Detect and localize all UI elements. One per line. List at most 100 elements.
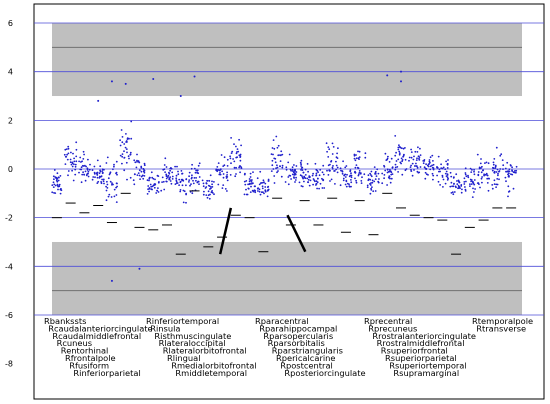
data-point [52, 181, 55, 184]
data-point [99, 165, 102, 168]
data-point [71, 169, 73, 172]
data-point [89, 163, 91, 166]
data-point [106, 180, 108, 183]
data-point [446, 176, 449, 179]
data-point [113, 163, 115, 166]
data-point [374, 170, 377, 173]
data-point [508, 190, 511, 193]
data-point [416, 165, 418, 168]
data-point [400, 147, 403, 150]
data-point [415, 162, 417, 165]
data-point [276, 171, 278, 174]
data-point [427, 165, 430, 168]
data-point [354, 171, 357, 174]
data-point [327, 146, 330, 149]
data-point [495, 183, 498, 186]
data-point [314, 162, 317, 165]
data-point [515, 165, 518, 168]
data-point [404, 147, 406, 149]
data-point [399, 146, 401, 149]
data-point [70, 151, 72, 154]
data-point [495, 186, 497, 189]
data-point [386, 184, 388, 186]
data-point [81, 173, 84, 176]
data-point [401, 173, 404, 176]
data-point [321, 187, 324, 189]
data-point [274, 161, 277, 164]
data-point [154, 178, 156, 181]
data-point [185, 178, 188, 180]
outlier-point [179, 95, 182, 98]
data-point [58, 176, 60, 179]
data-point [271, 147, 274, 149]
data-point [322, 173, 325, 176]
data-point [175, 174, 178, 177]
data-point [98, 172, 101, 175]
data-point [502, 168, 504, 171]
data-point [422, 160, 425, 162]
data-point [371, 181, 374, 184]
data-point [342, 179, 345, 182]
data-point [460, 185, 463, 187]
data-point [181, 178, 184, 181]
data-point [476, 182, 479, 185]
data-point [168, 177, 171, 180]
data-point [294, 173, 297, 176]
data-point [262, 179, 265, 182]
data-point [404, 169, 407, 172]
data-point [229, 174, 232, 176]
data-point [101, 170, 104, 172]
data-point [181, 184, 184, 187]
data-point [389, 181, 392, 184]
data-point [415, 159, 418, 162]
data-point [318, 174, 321, 177]
data-point [353, 154, 356, 157]
data-point [447, 177, 449, 180]
region-label: Rfrontalpole [65, 353, 116, 363]
data-point [306, 177, 309, 180]
data-point [473, 170, 475, 173]
data-point [139, 178, 142, 181]
data-point [99, 170, 102, 173]
data-point [419, 154, 422, 157]
data-point [507, 175, 510, 178]
data-point [138, 174, 141, 177]
data-point [464, 167, 467, 170]
data-point [69, 161, 72, 164]
data-point [477, 171, 480, 173]
y-tick-label: 4 [8, 68, 13, 77]
data-point [96, 174, 99, 176]
data-point [243, 180, 246, 183]
data-point [289, 168, 292, 171]
region-label: Rparacentral [255, 316, 309, 326]
data-point [441, 167, 444, 170]
data-point [463, 183, 466, 185]
data-point [165, 174, 168, 176]
data-point [115, 201, 118, 204]
data-point [87, 175, 90, 178]
data-point [514, 170, 516, 172]
data-point [233, 143, 235, 146]
data-point [185, 201, 187, 204]
region-label: Rmiddletemporal [175, 368, 247, 378]
data-point [371, 186, 373, 189]
data-point [154, 183, 157, 186]
data-point [250, 181, 253, 183]
data-point [193, 177, 196, 179]
data-point [263, 181, 265, 184]
data-point [160, 189, 163, 192]
data-point [396, 166, 399, 168]
data-point [508, 168, 511, 171]
data-point [408, 156, 411, 159]
y-tick-label: -6 [5, 311, 13, 320]
data-point [322, 179, 325, 181]
data-point [74, 168, 77, 171]
region-label: Rsupramarginal [393, 368, 459, 378]
data-point [140, 175, 143, 178]
region-label: Rinferiortemporal [146, 316, 219, 326]
data-point [411, 162, 414, 165]
data-point [67, 152, 70, 155]
data-point [92, 176, 95, 178]
data-point [66, 158, 69, 161]
data-point [221, 187, 224, 190]
